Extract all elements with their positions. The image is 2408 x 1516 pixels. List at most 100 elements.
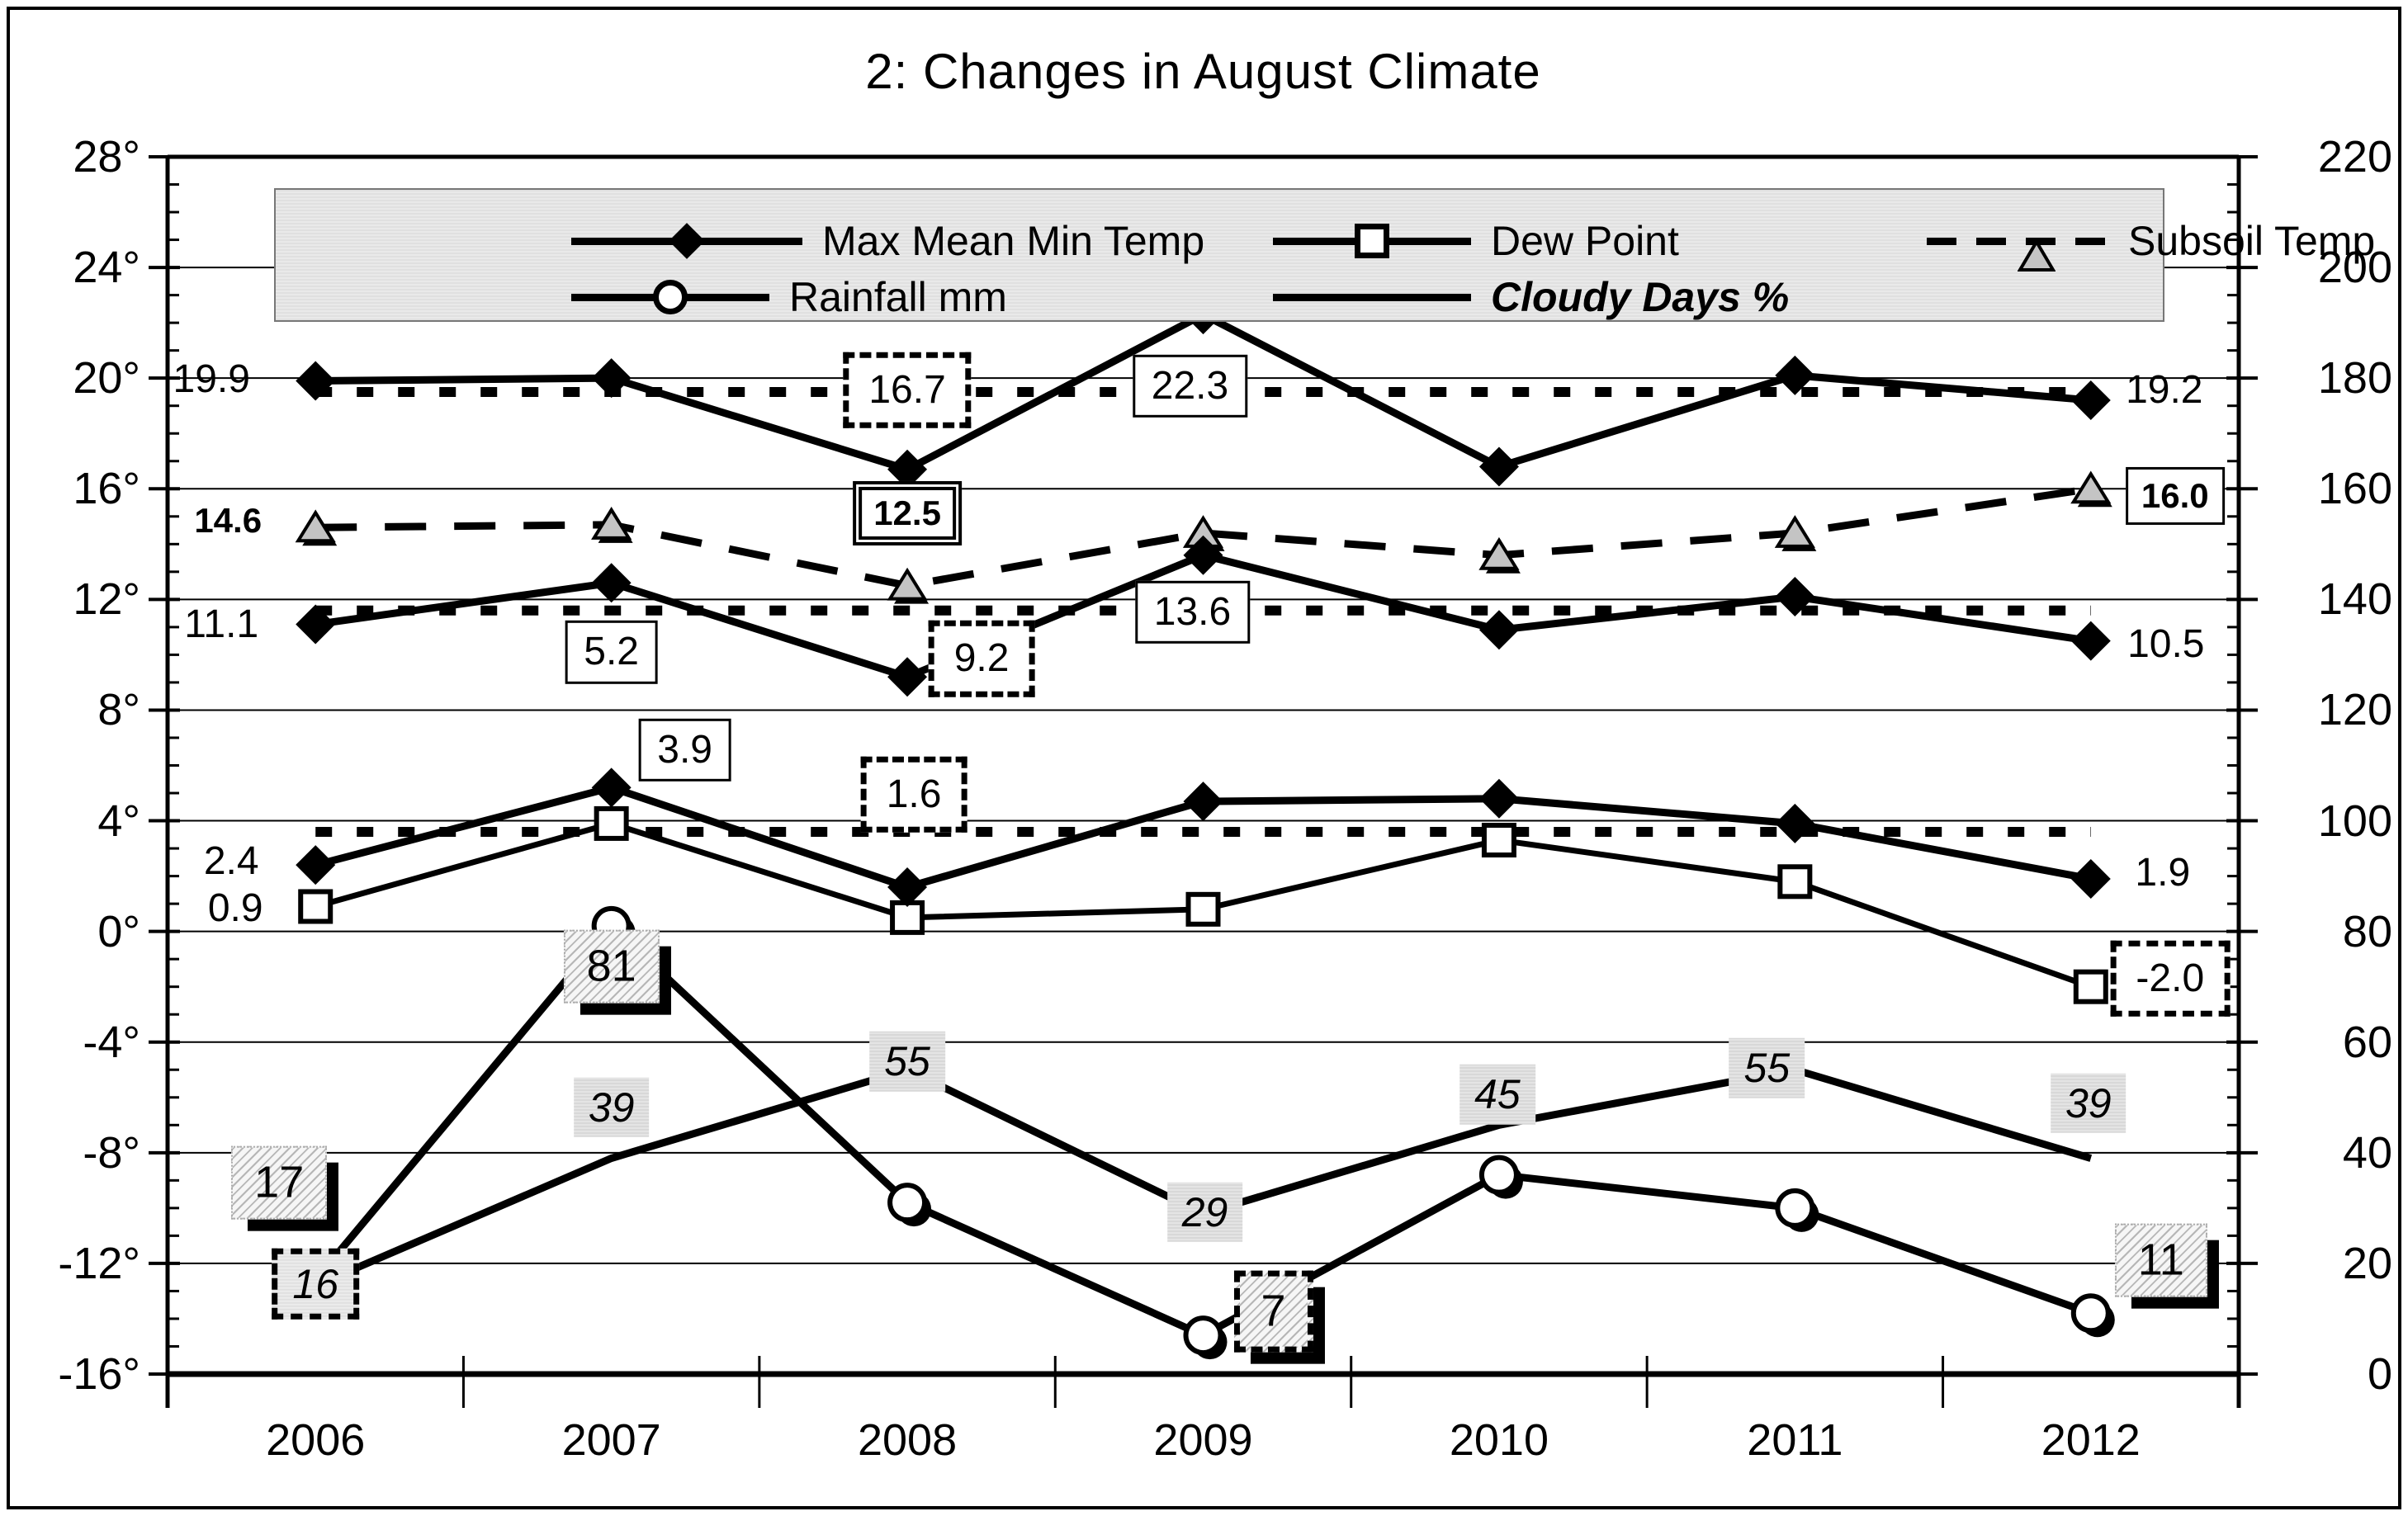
left-axis-tick-label: 4° — [97, 796, 140, 846]
data-label-subsoil-2008: 12.5 — [853, 480, 962, 545]
x-axis-label: 2011 — [1747, 1415, 1843, 1465]
x-axis-label: 2012 — [2041, 1415, 2141, 1465]
solid-line-sample — [1273, 293, 1471, 301]
marker-diamond — [1183, 535, 1223, 575]
marker-square — [298, 889, 334, 924]
legend-label: Subsoil Temp — [2128, 218, 2376, 264]
right-axis-tick-label: 120 — [2317, 685, 2392, 735]
marker-circle — [887, 1183, 928, 1223]
marker-triangle — [1478, 536, 1520, 570]
data-label-cloud-2010: 45 — [1459, 1065, 1535, 1125]
x-axis-label: 2006 — [266, 1415, 366, 1465]
data-label-rain-2009: 7 — [1233, 1270, 1313, 1353]
right-axis-tick-label: 200 — [2317, 243, 2392, 293]
left-axis-tick-label: 20° — [73, 353, 140, 404]
left-axis-tick-label: -12° — [58, 1238, 140, 1288]
data-label-cloud-2012: 39 — [2050, 1073, 2127, 1133]
right-axis-tick-label: 140 — [2317, 574, 2392, 625]
marker-diamond — [591, 563, 632, 603]
data-label-min-2006: 2.4 — [203, 838, 259, 883]
data-label-dew-2012: -2.0 — [2110, 940, 2231, 1017]
marker-square — [1777, 864, 1813, 900]
legend-label: Dew Point — [1491, 218, 1679, 264]
marker-square — [1481, 823, 1516, 858]
data-label-cloud-2007: 39 — [573, 1077, 650, 1137]
x-axis-label: 2010 — [1449, 1415, 1549, 1465]
chart-title: 2: Changes in August Climate — [865, 44, 1541, 99]
data-label-dew-2007: 3.9 — [638, 718, 732, 782]
left-axis-tick-label: -4° — [83, 1017, 140, 1067]
data-label-min-2008: 1.6 — [860, 756, 967, 834]
marker-diamond — [591, 767, 632, 808]
left-axis-tick-label: 0° — [97, 906, 140, 956]
marker-diamond — [296, 361, 336, 401]
data-label-mean-2006: 11.1 — [184, 602, 259, 646]
marker-diamond — [591, 358, 632, 399]
marker-diamond — [887, 449, 928, 489]
left-axis-tick-label: -8° — [83, 1127, 140, 1178]
marker-circle — [2070, 1293, 2111, 1334]
data-label-subsoil-2006: 14.6 — [194, 501, 263, 541]
data-label-cloud-2008: 55 — [869, 1032, 945, 1092]
data-label-rain-2012: 11 — [2114, 1223, 2207, 1297]
marker-diamond — [296, 845, 336, 886]
marker-square — [1185, 891, 1221, 927]
legend-label: Max Mean Min Temp — [822, 218, 1205, 264]
right-axis-tick-label: 220 — [2317, 132, 2392, 182]
right-axis-tick-label: 180 — [2317, 353, 2392, 404]
marker-triangle — [1774, 515, 1815, 548]
legend-label: Rainfall mm — [789, 274, 1007, 320]
legend-item-max-mean-min-temp: Max Mean Min Temp — [571, 216, 1204, 266]
marker-triangle — [295, 509, 336, 543]
data-label-max-2006: 19.9 — [173, 357, 250, 401]
chart-legend: Max Mean Min Temp Dew Point Subsoil Temp… — [274, 188, 2375, 322]
marker-diamond — [1775, 355, 1815, 395]
marker-diamond — [1775, 577, 1815, 617]
marker-triangle — [887, 567, 928, 601]
data-label-dew-2006: 0.9 — [207, 886, 263, 931]
marker-diamond — [1478, 446, 1519, 487]
marker-diamond — [2070, 858, 2111, 899]
left-axis-tick-label: 12° — [73, 574, 140, 625]
solid-line-sample — [571, 280, 769, 314]
right-axis-tick-label: 60 — [2342, 1017, 2392, 1067]
marker-diamond — [887, 657, 928, 697]
data-label-rain-2007: 81 — [563, 929, 660, 1004]
legend-label: Cloudy Days % — [1491, 274, 1790, 320]
data-label-mean-2009: 13.6 — [1134, 580, 1251, 644]
left-axis-tick-label: 28° — [73, 132, 140, 182]
right-axis-tick-label: 40 — [2342, 1127, 2392, 1178]
legend-item-subsoil-temp: Subsoil Temp — [1927, 216, 2376, 272]
data-label-cloud-2011: 55 — [1729, 1038, 1805, 1098]
data-label-cloud-2006: 16 — [272, 1248, 360, 1320]
marker-triangle — [591, 507, 632, 540]
marker-circle — [1478, 1155, 1519, 1195]
marker-diamond — [1183, 782, 1223, 822]
right-axis-tick-label: 80 — [2342, 906, 2392, 956]
data-label-rain-2006: 17 — [231, 1145, 328, 1220]
legend-item-rainfall: Rainfall mm — [571, 272, 1007, 322]
x-axis-label: 2009 — [1153, 1415, 1253, 1465]
square-icon — [1355, 224, 1389, 258]
data-label-mean-2008: 9.2 — [928, 621, 1035, 697]
marker-circle — [1775, 1188, 1815, 1228]
diamond-icon — [669, 223, 705, 259]
marker-square — [594, 805, 629, 841]
left-axis-tick-label: 8° — [97, 685, 140, 735]
right-axis-tick-label: 20 — [2342, 1238, 2392, 1288]
marker-diamond — [2070, 621, 2111, 661]
data-label-subsoil-2012: 16.0 — [2125, 467, 2225, 526]
legend-item-cloudy-days: Cloudy Days % — [1273, 272, 1789, 322]
right-axis-tick-label: 160 — [2317, 464, 2392, 514]
left-axis-tick-label: -16° — [58, 1349, 140, 1399]
marker-square — [890, 900, 925, 935]
marker-circle — [1183, 1315, 1223, 1356]
circle-icon — [653, 280, 688, 314]
marker-triangle — [2070, 470, 2112, 504]
legend-item-dew-point: Dew Point — [1273, 216, 1679, 266]
marker-square — [2073, 969, 2108, 1004]
x-axis-label: 2007 — [561, 1415, 661, 1465]
data-label-min-2007: 5.2 — [565, 621, 659, 684]
data-label-min-2012: 1.9 — [2135, 850, 2191, 895]
x-axis-label: 2008 — [857, 1415, 958, 1465]
